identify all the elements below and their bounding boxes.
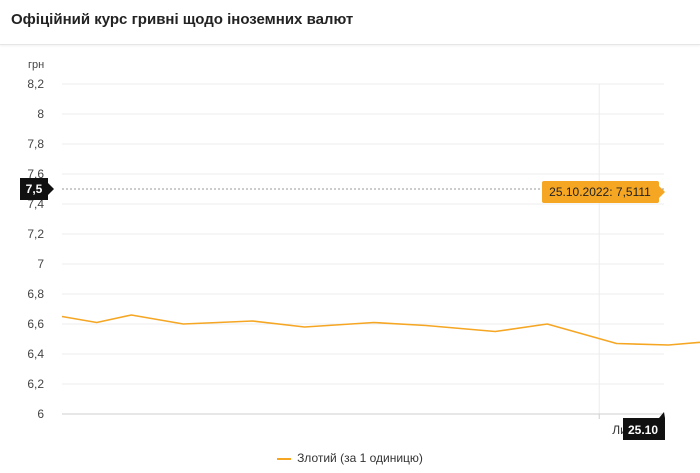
card-header: Офіційний курс гривні щодо іноземних вал…: [0, 0, 700, 45]
exchange-rate-chart[interactable]: грн66,26,46,66,877,27,47,67,888,2Лист.Гр…: [0, 45, 700, 450]
crosshair-y-label: 7,5: [26, 182, 43, 196]
y-tick-label: 7,4: [27, 197, 44, 211]
crosshair-x-label: 25.10: [628, 423, 658, 437]
y-tick-label: 7: [37, 257, 44, 271]
crosshair-y-pointer: [48, 183, 54, 195]
legend-label: Злотий (за 1 одиницю): [297, 451, 423, 465]
y-tick-label: 7,8: [27, 137, 44, 151]
y-tick-label: 6: [37, 407, 44, 421]
y-tick-label: 6,8: [27, 287, 44, 301]
tooltip-text: 25.10.2022: 7,5111: [549, 185, 651, 199]
y-tick-label: 6,6: [27, 317, 44, 331]
crosshair-y-box: [20, 178, 48, 200]
crosshair-x-pointer: [659, 412, 665, 418]
y-tick-label: 7,2: [27, 227, 44, 241]
y-tick-label: 6,2: [27, 377, 44, 391]
series-line-zloty: [61, 314, 700, 346]
y-tick-label: 8: [37, 107, 44, 121]
tooltip-box: [542, 181, 659, 203]
page-title: Офіційний курс гривні щодо іноземних вал…: [11, 11, 354, 28]
y-tick-label: 7,6: [27, 167, 44, 181]
y-axis-unit: грн: [28, 59, 44, 71]
tooltip-pointer: [659, 186, 665, 198]
legend-line-swatch: [277, 457, 292, 460]
chart-legend[interactable]: Злотий (за 1 одиницю): [0, 451, 700, 465]
crosshair-x-box: [623, 418, 665, 440]
y-tick-label: 8,2: [27, 77, 44, 91]
y-tick-label: 6,4: [27, 347, 44, 361]
